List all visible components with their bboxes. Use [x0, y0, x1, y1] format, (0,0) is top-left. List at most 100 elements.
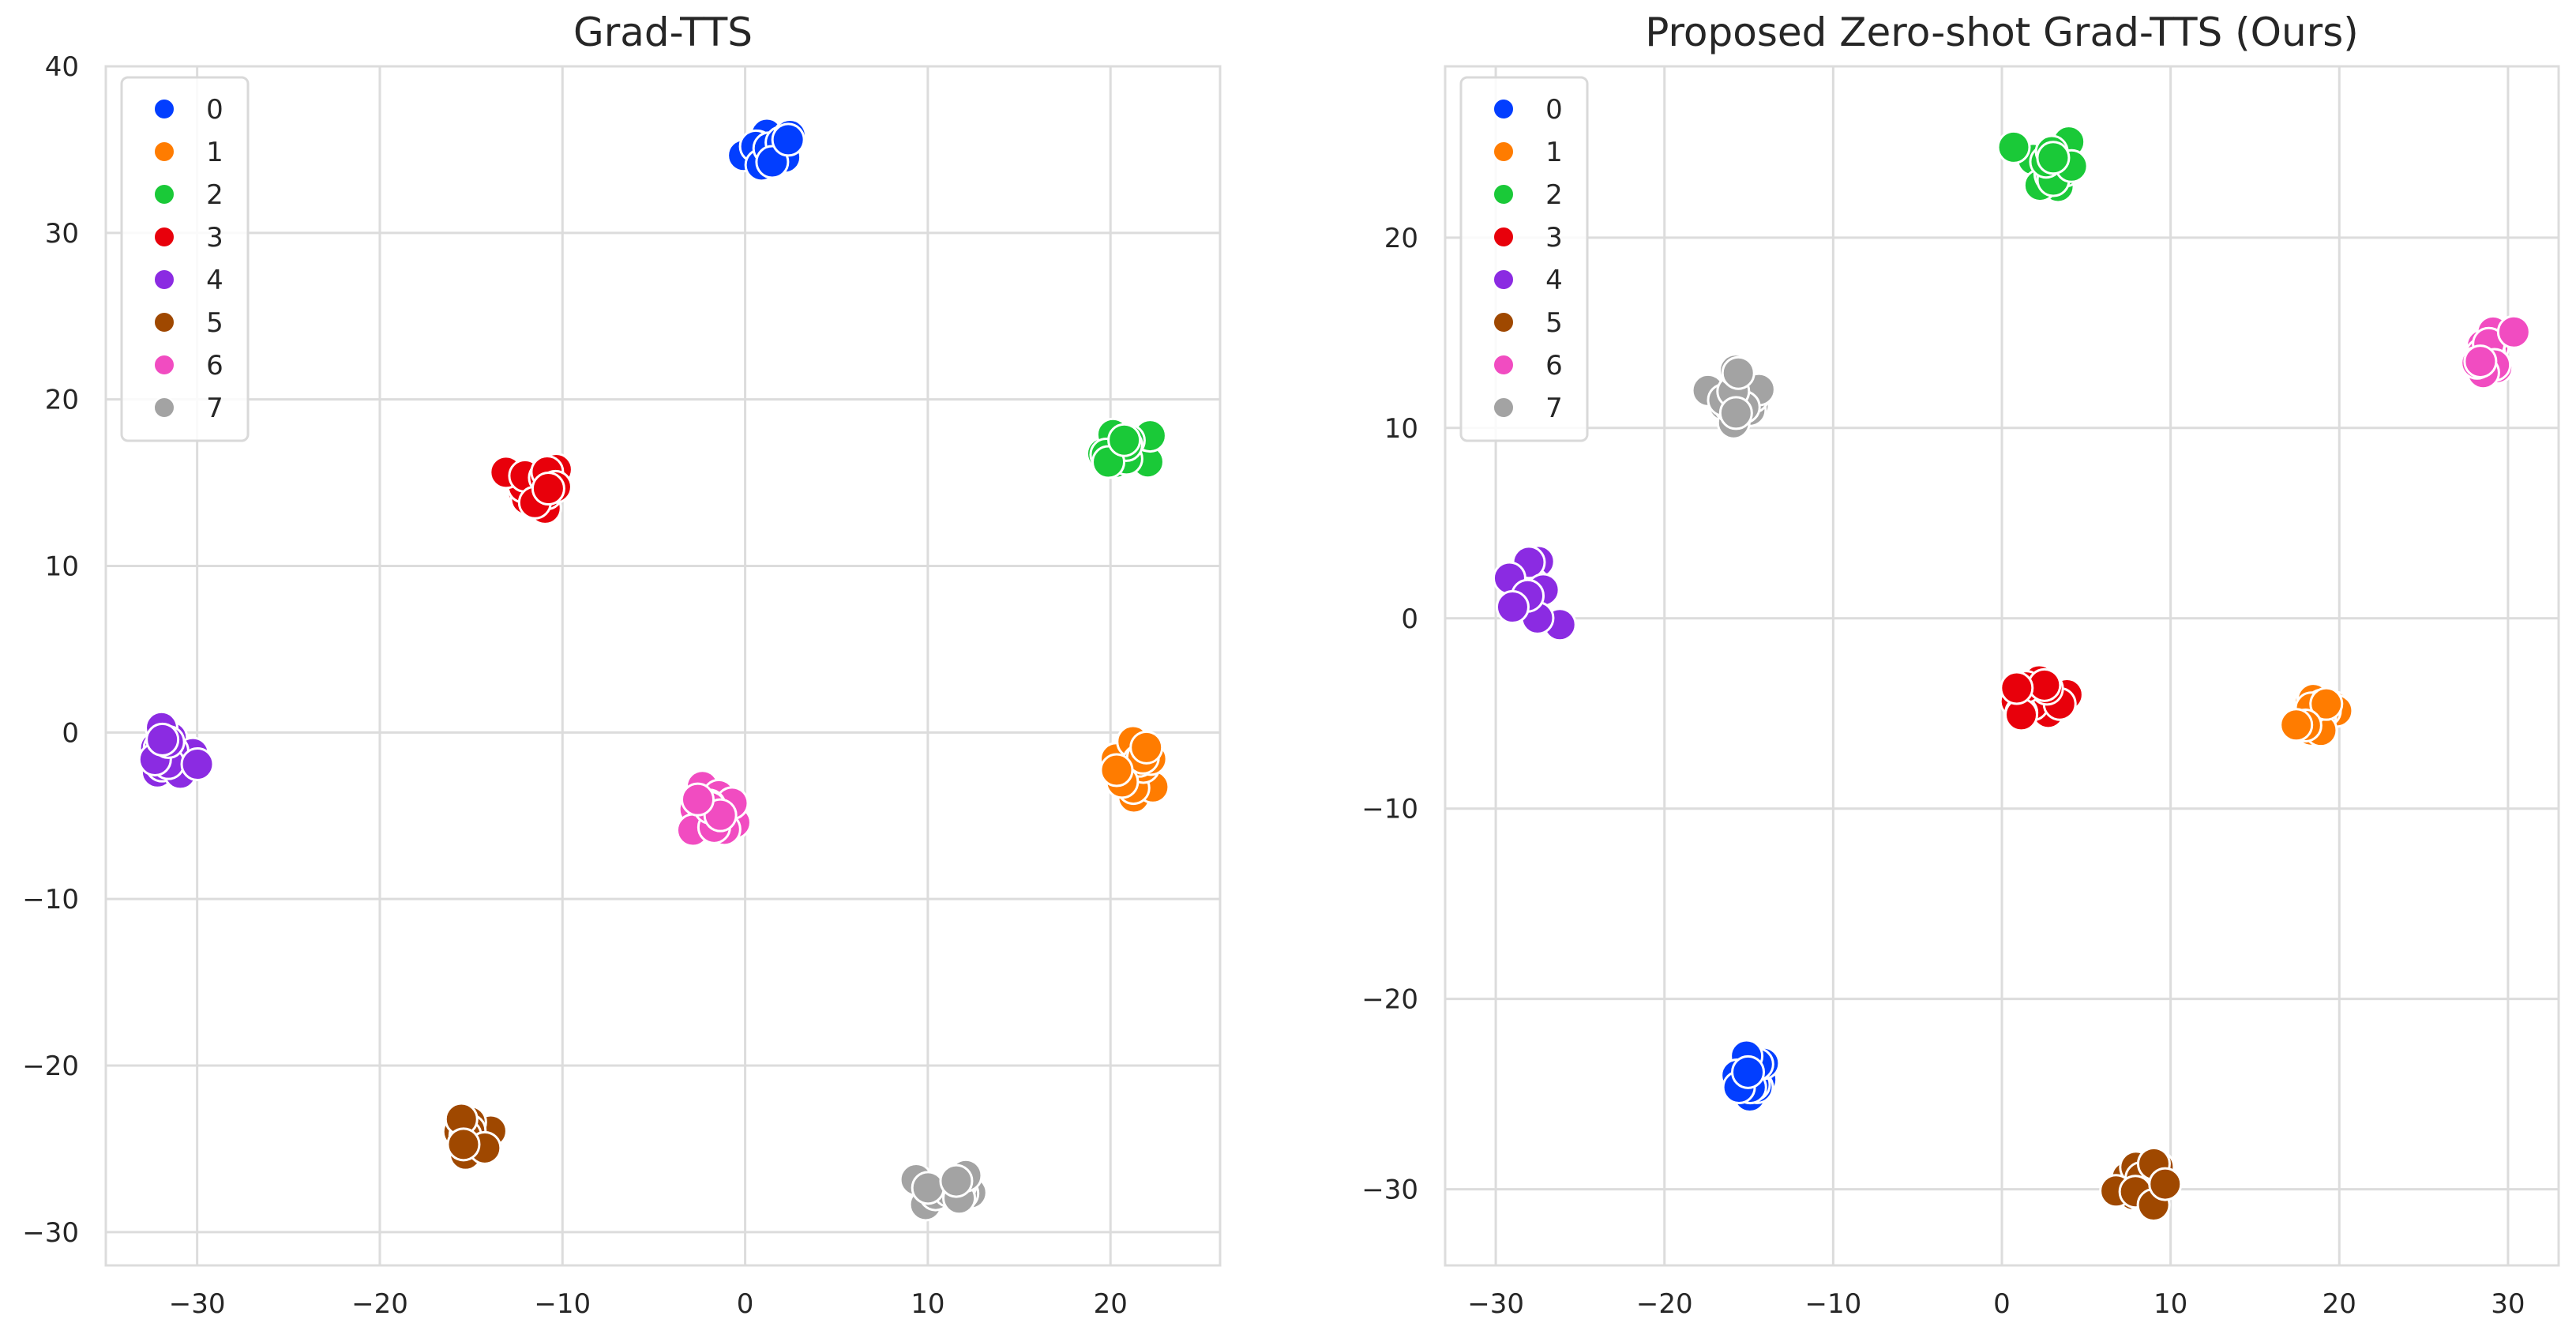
series-7 [1691, 353, 1776, 440]
x-tick-label: 0 [737, 1288, 754, 1320]
y-tick-label: −30 [1361, 1175, 1418, 1206]
legend-marker [1493, 397, 1515, 419]
scatter-point [1099, 753, 1134, 788]
scatter-point [1129, 730, 1164, 765]
plot-frame [104, 65, 1222, 1267]
legend-marker [1493, 98, 1515, 120]
x-tick-label: 10 [2154, 1288, 2187, 1320]
scatter-point [1731, 1054, 1766, 1089]
legend: 0 1 2 3 4 5 6 7 [120, 76, 250, 442]
y-tick-label: 0 [1401, 603, 1418, 635]
scatter-point [2279, 708, 2314, 742]
scatter-point [680, 782, 715, 817]
scatter-point [1107, 423, 1142, 457]
series-4 [1492, 544, 1577, 642]
y-tick-label: 10 [45, 551, 79, 583]
legend-label: 6 [206, 350, 223, 382]
x-tick-label: −30 [169, 1288, 226, 1320]
legend-marker [153, 183, 175, 205]
scatter-point [1996, 130, 2031, 164]
scatter-point [771, 122, 805, 157]
series-2 [1996, 125, 2089, 204]
x-tick-label: 20 [1094, 1288, 1128, 1320]
x-tick-label: −20 [351, 1288, 408, 1320]
legend-marker [1493, 226, 1515, 248]
y-tick-label: −20 [1361, 984, 1418, 1016]
scatter-point [2000, 671, 2034, 705]
series-6 [2460, 314, 2531, 390]
x-tick-label: −10 [534, 1288, 591, 1320]
legend-marker [1493, 269, 1515, 291]
scatter-point [2148, 1167, 2183, 1201]
scatter-point [2309, 686, 2344, 721]
plot-frame [1444, 65, 2560, 1267]
legend-label: 5 [206, 307, 223, 339]
legend-label: 3 [206, 222, 223, 254]
scatter-point [1721, 355, 1756, 390]
series-0 [727, 117, 807, 182]
legend-marker [153, 311, 175, 333]
scatter-point [446, 1127, 481, 1162]
y-tick-label: 20 [45, 385, 79, 416]
scatter-point [2036, 141, 2071, 175]
x-tick-label: 0 [1993, 1288, 2011, 1320]
scatter-point [2463, 344, 2498, 379]
legend-marker [1493, 183, 1515, 205]
x-tick-label: −20 [1636, 1288, 1693, 1320]
legend-marker [153, 98, 175, 120]
series-3 [489, 452, 573, 525]
legend-box [1459, 76, 1589, 442]
chart-title: Proposed Zero-shot Grad-TTS (Ours) [1645, 9, 2359, 55]
series-3 [1999, 664, 2084, 732]
legend-marker [1493, 141, 1515, 163]
series-5 [2099, 1146, 2183, 1222]
scatter-point [1718, 396, 1753, 430]
y-tick-label: 40 [45, 51, 79, 83]
legend-marker [153, 226, 175, 248]
legend-marker [153, 354, 175, 376]
legend-label: 5 [1545, 307, 1563, 339]
legend-label: 7 [206, 393, 223, 424]
legend-label: 0 [206, 94, 223, 126]
y-tick-label: 30 [45, 218, 79, 250]
series-5 [441, 1102, 508, 1171]
series-1 [1099, 724, 1170, 814]
legend-label: 3 [1545, 222, 1563, 254]
legend-label: 2 [1545, 179, 1563, 211]
legend-marker [153, 141, 175, 163]
legend-label: 1 [1545, 137, 1563, 168]
y-tick-label: −10 [1361, 794, 1418, 825]
plot-1: −30 −20 −10 0 10 20−30−20−10010203040Grad-TTS… [22, 9, 1222, 1320]
legend-label: 4 [1545, 265, 1563, 296]
scatter-point [1495, 590, 1530, 625]
scatter-point [939, 1163, 974, 1198]
legend-marker [153, 269, 175, 291]
y-tick-label: −20 [22, 1051, 79, 1082]
scatter-point [531, 472, 565, 506]
legend-label: 7 [1545, 393, 1563, 424]
y-tick-label: 0 [62, 717, 79, 749]
chart-title: Grad-TTS [573, 9, 753, 55]
y-tick-label: 10 [1384, 413, 1418, 445]
x-tick-label: −10 [1804, 1288, 1861, 1320]
legend-label: 2 [206, 179, 223, 211]
legend-marker [1493, 311, 1515, 333]
scatter-point [180, 746, 215, 781]
legend-label: 6 [1545, 350, 1563, 382]
scatter-point [145, 722, 180, 757]
legend-label: 1 [206, 137, 223, 168]
y-tick-label: −10 [22, 884, 79, 915]
series-0 [1720, 1037, 1781, 1114]
y-tick-label: −30 [22, 1217, 79, 1249]
series-6 [675, 769, 752, 848]
x-tick-label: 30 [2491, 1288, 2525, 1320]
series-7 [899, 1158, 988, 1222]
y-tick-label: 20 [1384, 223, 1418, 254]
legend-box [120, 76, 250, 442]
x-tick-label: 20 [2323, 1288, 2356, 1320]
legend-marker [153, 397, 175, 419]
series-2 [1085, 417, 1167, 479]
legend: 0 1 2 3 4 5 6 7 [1459, 76, 1589, 442]
